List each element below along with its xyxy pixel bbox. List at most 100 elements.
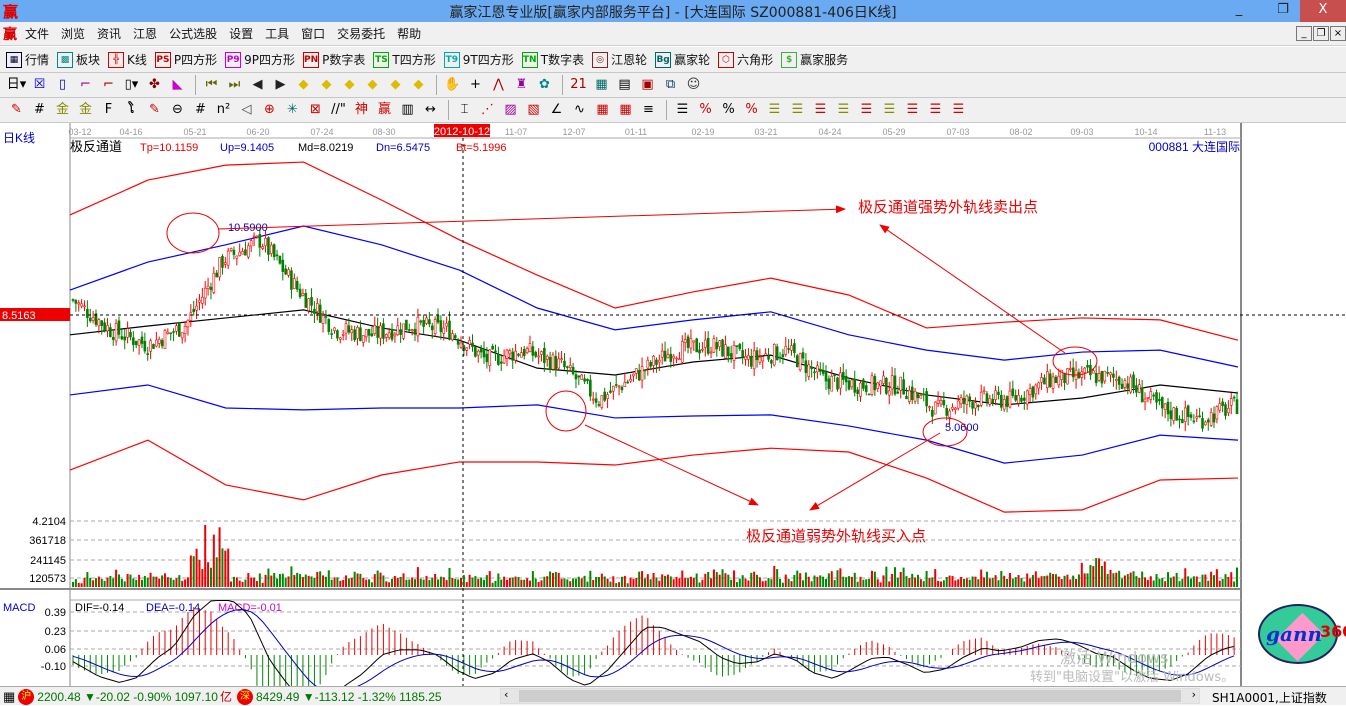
- clipboard-icon[interactable]: ▯: [58, 77, 67, 92]
- toolbar-button-tn[interactable]: TN T数字表: [521, 51, 584, 68]
- hand-icon[interactable]: ✋: [444, 77, 461, 92]
- fan-box-icon[interactable]: ▨: [504, 102, 517, 117]
- toolbar-button-t9[interactable]: T9 9T四方形: [443, 51, 514, 68]
- last-icon[interactable]: ⏭: [228, 77, 241, 92]
- toolbar-button-big-wheel[interactable]: Bg 赢家轮: [655, 51, 710, 68]
- circle-lines-icon[interactable]: ⊖: [172, 102, 183, 117]
- mdi-minimize-button[interactable]: _: [1296, 26, 1312, 41]
- menu-item-9[interactable]: 帮助: [397, 27, 422, 41]
- yellow-expand-icon[interactable]: ◆: [344, 77, 355, 92]
- minimize-button[interactable]: _: [1235, 2, 1243, 17]
- n2-icon[interactable]: n²: [216, 102, 231, 117]
- pen-icon[interactable]: ✎: [11, 102, 22, 117]
- candle-type-icon[interactable]: ▯▾: [124, 77, 139, 92]
- mdi-close-button[interactable]: ×: [1330, 26, 1346, 41]
- chart-pattern-icon[interactable]: ☒: [33, 77, 46, 92]
- fan-icon[interactable]: ⋰: [481, 102, 494, 117]
- web-icon[interactable]: ✳: [287, 102, 298, 117]
- lines-red5-icon[interactable]: ☰: [952, 102, 965, 117]
- menu-item-7[interactable]: 窗口: [301, 27, 326, 41]
- scroll-left-icon[interactable]: ‹: [504, 688, 509, 701]
- toolbar-button-ts[interactable]: TS T四方形: [373, 51, 436, 68]
- notes-icon[interactable]: ▤: [618, 77, 631, 92]
- grid-red-icon[interactable]: ▦: [596, 102, 609, 117]
- ying-icon[interactable]: 赢: [377, 102, 391, 117]
- mdi-restore-button[interactable]: ❐: [1313, 26, 1329, 41]
- save-icon[interactable]: ▣: [641, 77, 654, 92]
- lines-red2-icon[interactable]: ☰: [860, 102, 873, 117]
- lines-red4-icon[interactable]: ☰: [929, 102, 942, 117]
- users-icon[interactable]: ☺: [686, 77, 701, 92]
- brain-icon[interactable]: ✿: [539, 77, 550, 92]
- ratio-icon[interactable]: %: [745, 102, 758, 117]
- lines-gold2-icon[interactable]: ☰: [791, 102, 804, 117]
- spiral-icon[interactable]: ໂ: [128, 102, 135, 117]
- lines-red3-icon[interactable]: ☰: [906, 102, 919, 117]
- right-icon[interactable]: ▶: [275, 77, 286, 92]
- angle-lines-icon[interactable]: ∠: [550, 102, 563, 117]
- close-button[interactable]: X: [1300, 0, 1346, 22]
- left-icon[interactable]: ◀: [252, 77, 263, 92]
- fan-box2-icon[interactable]: ▧: [527, 102, 540, 117]
- angle-icon[interactable]: ◁: [241, 102, 252, 117]
- shen-icon[interactable]: 神: [354, 102, 368, 117]
- restore-button[interactable]: ❐: [1277, 2, 1289, 17]
- line-tool-icon[interactable]: ⋀: [493, 77, 504, 92]
- grid-lines-icon[interactable]: #: [34, 102, 45, 117]
- scroll-right-icon[interactable]: ›: [1191, 688, 1196, 701]
- yellow-zoom-in-icon[interactable]: ◆: [390, 77, 401, 92]
- grid-red2-icon[interactable]: ▦: [619, 102, 632, 117]
- grid2-icon[interactable]: #: [195, 102, 206, 117]
- yellow-left-icon[interactable]: ◆: [298, 77, 309, 92]
- pattern-icon[interactable]: ♜: [515, 77, 528, 92]
- f-icon[interactable]: F: [104, 102, 113, 117]
- toolbar-button-hexagon[interactable]: ⬡ 六角形: [718, 51, 773, 68]
- menu-item-8[interactable]: 交易委托: [337, 27, 386, 41]
- target-icon[interactable]: ⊕: [264, 102, 275, 117]
- calculator-icon[interactable]: ▦: [595, 77, 608, 92]
- toolbar-button-gann-wheel[interactable]: ◎ 江恩轮: [592, 51, 647, 68]
- menu-item-2[interactable]: 资讯: [97, 27, 122, 41]
- box-icon[interactable]: ⌶: [460, 102, 469, 117]
- step9-icon[interactable]: ⌐: [103, 77, 114, 92]
- kline-chart[interactable]: 日K线 03-12 04-16 05-21 06-20 07-24 08-30 2012-10…: [0, 123, 1346, 686]
- lines-gold-icon[interactable]: ☰: [768, 102, 781, 117]
- menu-item-5[interactable]: 设置: [229, 27, 254, 41]
- zigzag-icon[interactable]: ∿: [574, 102, 585, 117]
- toolbar-button-candles[interactable]: ╬ K线: [108, 51, 147, 68]
- lines-gold3-icon[interactable]: ☰: [837, 102, 850, 117]
- period-day-icon[interactable]: 日▾: [6, 77, 27, 92]
- toolbar-button-table[interactable]: ▦ 行情: [6, 51, 49, 68]
- quote-lines-icon[interactable]: //": [331, 102, 346, 117]
- percent-icon[interactable]: %: [722, 102, 735, 117]
- toolbar-button-ps[interactable]: PS P四方形: [154, 51, 217, 68]
- ruler-icon[interactable]: ▥: [401, 102, 414, 117]
- crosshair-icon[interactable]: +: [470, 77, 481, 92]
- network-icon[interactable]: ⧉: [665, 77, 676, 92]
- width-icon[interactable]: ↔: [425, 102, 436, 117]
- yellow-right-icon[interactable]: ◆: [321, 77, 332, 92]
- lines-red-icon[interactable]: ☰: [814, 102, 827, 117]
- toolbar-button-pn[interactable]: PN P数字表: [303, 51, 365, 68]
- levels-icon[interactable]: ☰: [676, 102, 689, 117]
- quote-table-icon[interactable]: ▦: [3, 688, 16, 704]
- menu-item-6[interactable]: 工具: [265, 27, 290, 41]
- menu-item-0[interactable]: 文件: [25, 27, 50, 41]
- gold2-icon[interactable]: 金: [78, 102, 92, 117]
- first-icon[interactable]: ⏮: [205, 77, 218, 92]
- menu-item-1[interactable]: 浏览: [61, 27, 86, 41]
- step3-icon[interactable]: ⌐: [80, 77, 91, 92]
- toolbar-button-p9[interactable]: P9 9P四方形: [225, 51, 295, 68]
- toolbar-button-dollar[interactable]: $ 赢家服务: [781, 51, 848, 68]
- parallel-icon[interactable]: ≡: [643, 102, 654, 117]
- yellow-shrink-icon[interactable]: ◆: [367, 77, 378, 92]
- percent-fan-icon[interactable]: %: [699, 102, 712, 117]
- gold-icon[interactable]: 金: [55, 102, 69, 117]
- map-icon[interactable]: ✤: [149, 77, 160, 92]
- pen2-icon[interactable]: ✎: [149, 102, 160, 117]
- horizontal-scrollbar[interactable]: ‹ ›: [500, 688, 1200, 704]
- lines-gold4-icon[interactable]: ☰: [883, 102, 896, 117]
- square-web-icon[interactable]: ⊠: [310, 102, 321, 117]
- menu-item-3[interactable]: 江恩: [133, 27, 158, 41]
- toolbar-button-blocks[interactable]: ▩ 板块: [57, 51, 100, 68]
